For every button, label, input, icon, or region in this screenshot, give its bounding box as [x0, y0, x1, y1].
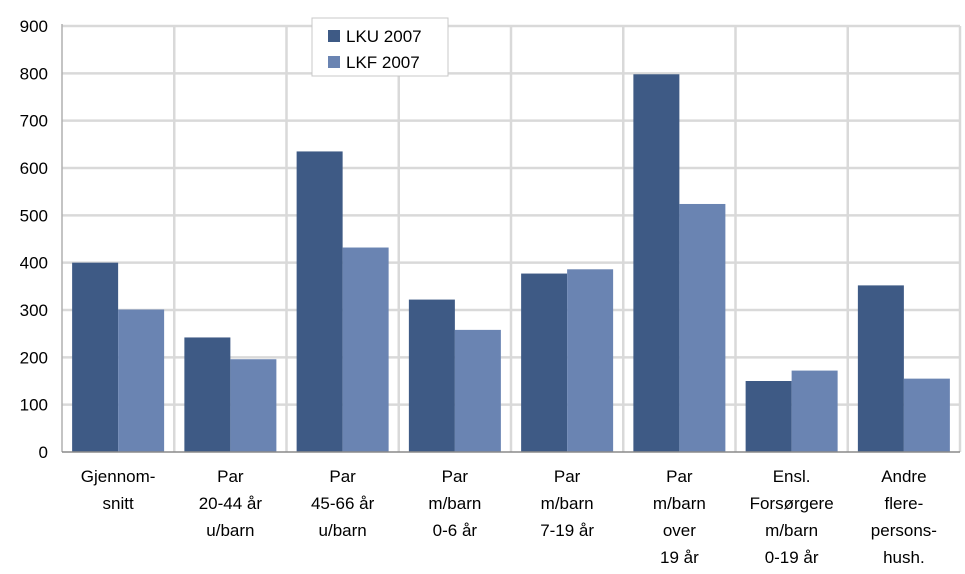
- bar-lku: [857, 285, 904, 452]
- bar-lku: [521, 273, 568, 452]
- legend-label: LKU 2007: [346, 27, 422, 46]
- bar-lku: [633, 74, 680, 452]
- bar-lku: [296, 151, 343, 452]
- axes: [61, 24, 960, 453]
- grid-lines: [62, 24, 962, 452]
- bar-lkf: [118, 309, 165, 452]
- bar-lkf: [567, 269, 614, 452]
- x-category-label: Ensl. Forsørgere m/barn 0-19 år: [750, 467, 834, 567]
- bar-lku: [72, 262, 119, 452]
- bar-lkf: [454, 329, 501, 452]
- x-category-label: Gjennom-snitt: [81, 467, 156, 513]
- y-tick-label: 200: [20, 348, 48, 367]
- x-category-labels: Gjennom-snitt Par 20-44 år u/barn Par 45-66 å…: [81, 467, 937, 567]
- bar-lkf: [342, 247, 389, 452]
- bar-lku: [745, 381, 792, 452]
- y-tick-label: 600: [20, 159, 48, 178]
- x-category-label: Par m/barn 0-6 år: [428, 467, 481, 540]
- y-tick-labels: 0 100 200 300 400 500 600 700 800 900: [20, 17, 48, 462]
- x-category-label: Andre flere-persons-hush.: [871, 467, 937, 567]
- x-category-label: Par m/barn over 19 år: [653, 467, 706, 567]
- bar-lkf: [791, 370, 838, 452]
- y-tick-label: 900: [20, 17, 48, 36]
- bar-lkf: [230, 359, 277, 452]
- x-category-label: Par 20-44 år u/barn: [199, 467, 263, 540]
- bar-lku: [408, 299, 455, 452]
- y-tick-label: 700: [20, 112, 48, 131]
- legend-swatch: [328, 30, 340, 42]
- y-tick-label: 0: [39, 443, 48, 462]
- x-category-label: Par m/barn 7-19 år: [540, 467, 594, 540]
- legend: LKU 2007 LKF 2007: [311, 17, 449, 77]
- x-category-label: Par 45-66 år u/barn: [311, 467, 375, 540]
- bar-lku: [184, 337, 231, 452]
- bar-lkf: [679, 203, 726, 452]
- bar-lkf: [903, 378, 950, 452]
- y-tick-label: 800: [20, 64, 48, 83]
- legend-swatch: [328, 56, 340, 68]
- y-tick-label: 300: [20, 301, 48, 320]
- y-tick-label: 100: [20, 396, 48, 415]
- y-tick-label: 500: [20, 206, 48, 225]
- bars: [72, 74, 950, 452]
- y-tick-label: 400: [20, 254, 48, 273]
- legend-label: LKF 2007: [346, 53, 420, 72]
